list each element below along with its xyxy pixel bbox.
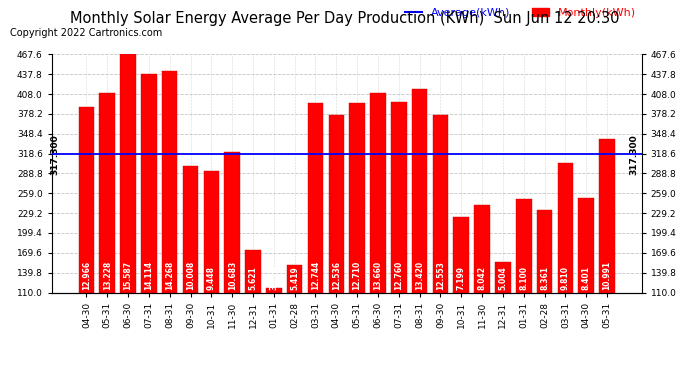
Bar	[537, 210, 553, 366]
Bar	[433, 115, 448, 366]
Text: 5.621: 5.621	[248, 266, 257, 290]
Text: 12.553: 12.553	[436, 261, 445, 290]
Text: 12.536: 12.536	[332, 261, 341, 290]
Text: 317.300: 317.300	[50, 134, 59, 175]
Bar	[266, 288, 282, 366]
Text: 9.448: 9.448	[207, 266, 216, 290]
Bar	[141, 74, 157, 366]
Text: 15.587: 15.587	[124, 261, 132, 290]
Text: 317.300: 317.300	[630, 134, 639, 175]
Text: 12.760: 12.760	[394, 261, 403, 290]
Text: 12.744: 12.744	[311, 261, 320, 290]
Text: 5.004: 5.004	[498, 266, 507, 290]
Bar	[558, 163, 573, 366]
Bar	[308, 103, 324, 366]
Text: 8.361: 8.361	[540, 266, 549, 290]
Bar	[453, 217, 469, 366]
Text: 13.420: 13.420	[415, 261, 424, 290]
Text: 3.774: 3.774	[269, 266, 278, 290]
Bar	[183, 166, 198, 366]
Bar	[328, 116, 344, 366]
Legend: Average(kWh), Monthly(kWh): Average(kWh), Monthly(kWh)	[405, 8, 636, 18]
Bar	[79, 107, 95, 366]
Bar	[516, 198, 531, 366]
Text: 8.401: 8.401	[582, 266, 591, 290]
Bar	[204, 171, 219, 366]
Text: 13.228: 13.228	[103, 261, 112, 290]
Text: 5.419: 5.419	[290, 266, 299, 290]
Bar	[99, 93, 115, 366]
Text: 14.268: 14.268	[165, 261, 174, 290]
Bar	[349, 104, 365, 366]
Bar	[370, 93, 386, 366]
Text: 12.710: 12.710	[353, 261, 362, 290]
Bar	[224, 152, 240, 366]
Text: 14.114: 14.114	[144, 261, 153, 290]
Text: 12.966: 12.966	[82, 261, 91, 290]
Bar	[120, 54, 136, 366]
Bar	[162, 71, 177, 366]
Bar	[412, 89, 427, 366]
Text: 10.991: 10.991	[602, 261, 611, 290]
Text: 8.042: 8.042	[477, 266, 486, 290]
Text: 10.008: 10.008	[186, 261, 195, 290]
Text: 10.683: 10.683	[228, 261, 237, 290]
Text: Copyright 2022 Cartronics.com: Copyright 2022 Cartronics.com	[10, 28, 163, 38]
Bar	[599, 139, 615, 366]
Bar	[578, 198, 594, 366]
Text: Monthly Solar Energy Average Per Day Production (KWh)  Sun Jun 12 20:30: Monthly Solar Energy Average Per Day Pro…	[70, 11, 620, 26]
Bar	[474, 205, 490, 366]
Text: 13.660: 13.660	[373, 261, 382, 290]
Bar	[391, 102, 406, 366]
Text: 8.100: 8.100	[520, 266, 529, 290]
Bar	[245, 250, 261, 366]
Text: 7.199: 7.199	[457, 266, 466, 290]
Bar	[495, 262, 511, 366]
Bar	[287, 265, 302, 366]
Text: 9.810: 9.810	[561, 266, 570, 290]
